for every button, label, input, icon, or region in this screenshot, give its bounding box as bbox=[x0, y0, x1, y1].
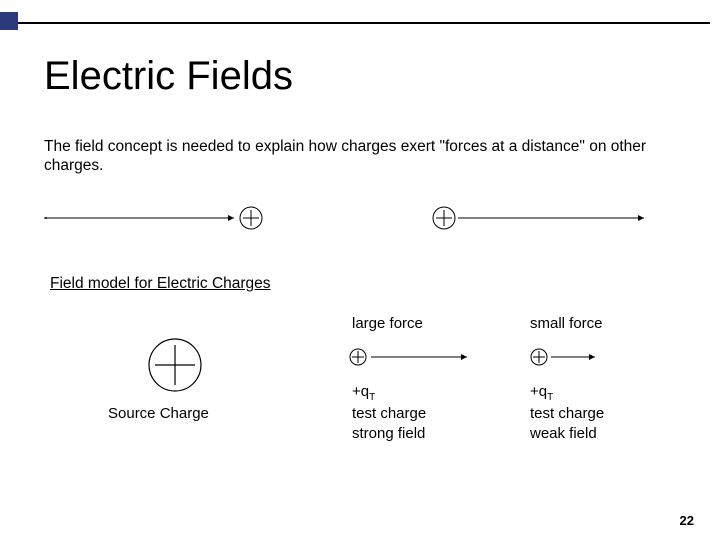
page-title: Electric Fields bbox=[44, 54, 293, 99]
tc1-line2: strong field bbox=[352, 425, 425, 442]
q-label-1: +q bbox=[352, 383, 369, 400]
accent-line bbox=[18, 22, 710, 24]
col1-header: large force bbox=[352, 315, 423, 332]
intro-text: The field concept is needed to explain h… bbox=[44, 137, 680, 176]
section-heading: Field model for Electric Charges bbox=[50, 275, 271, 293]
col2-header: small force bbox=[530, 315, 603, 332]
q-label-2: +q bbox=[530, 383, 547, 400]
accent-square bbox=[0, 12, 18, 30]
test-charge-1-block: +qT test charge strong field bbox=[352, 382, 426, 443]
source-charge-label: Source Charge bbox=[108, 405, 209, 422]
tc2-line2: weak field bbox=[530, 425, 597, 442]
tc1-line1: test charge bbox=[352, 405, 426, 422]
tc2-line1: test charge bbox=[530, 405, 604, 422]
test-charge-2-block: +qT test charge weak field bbox=[530, 382, 604, 443]
page-number: 22 bbox=[680, 513, 694, 528]
q-sub-2: T bbox=[547, 392, 553, 403]
top-diagram bbox=[44, 198, 664, 238]
q-sub-1: T bbox=[369, 392, 375, 403]
